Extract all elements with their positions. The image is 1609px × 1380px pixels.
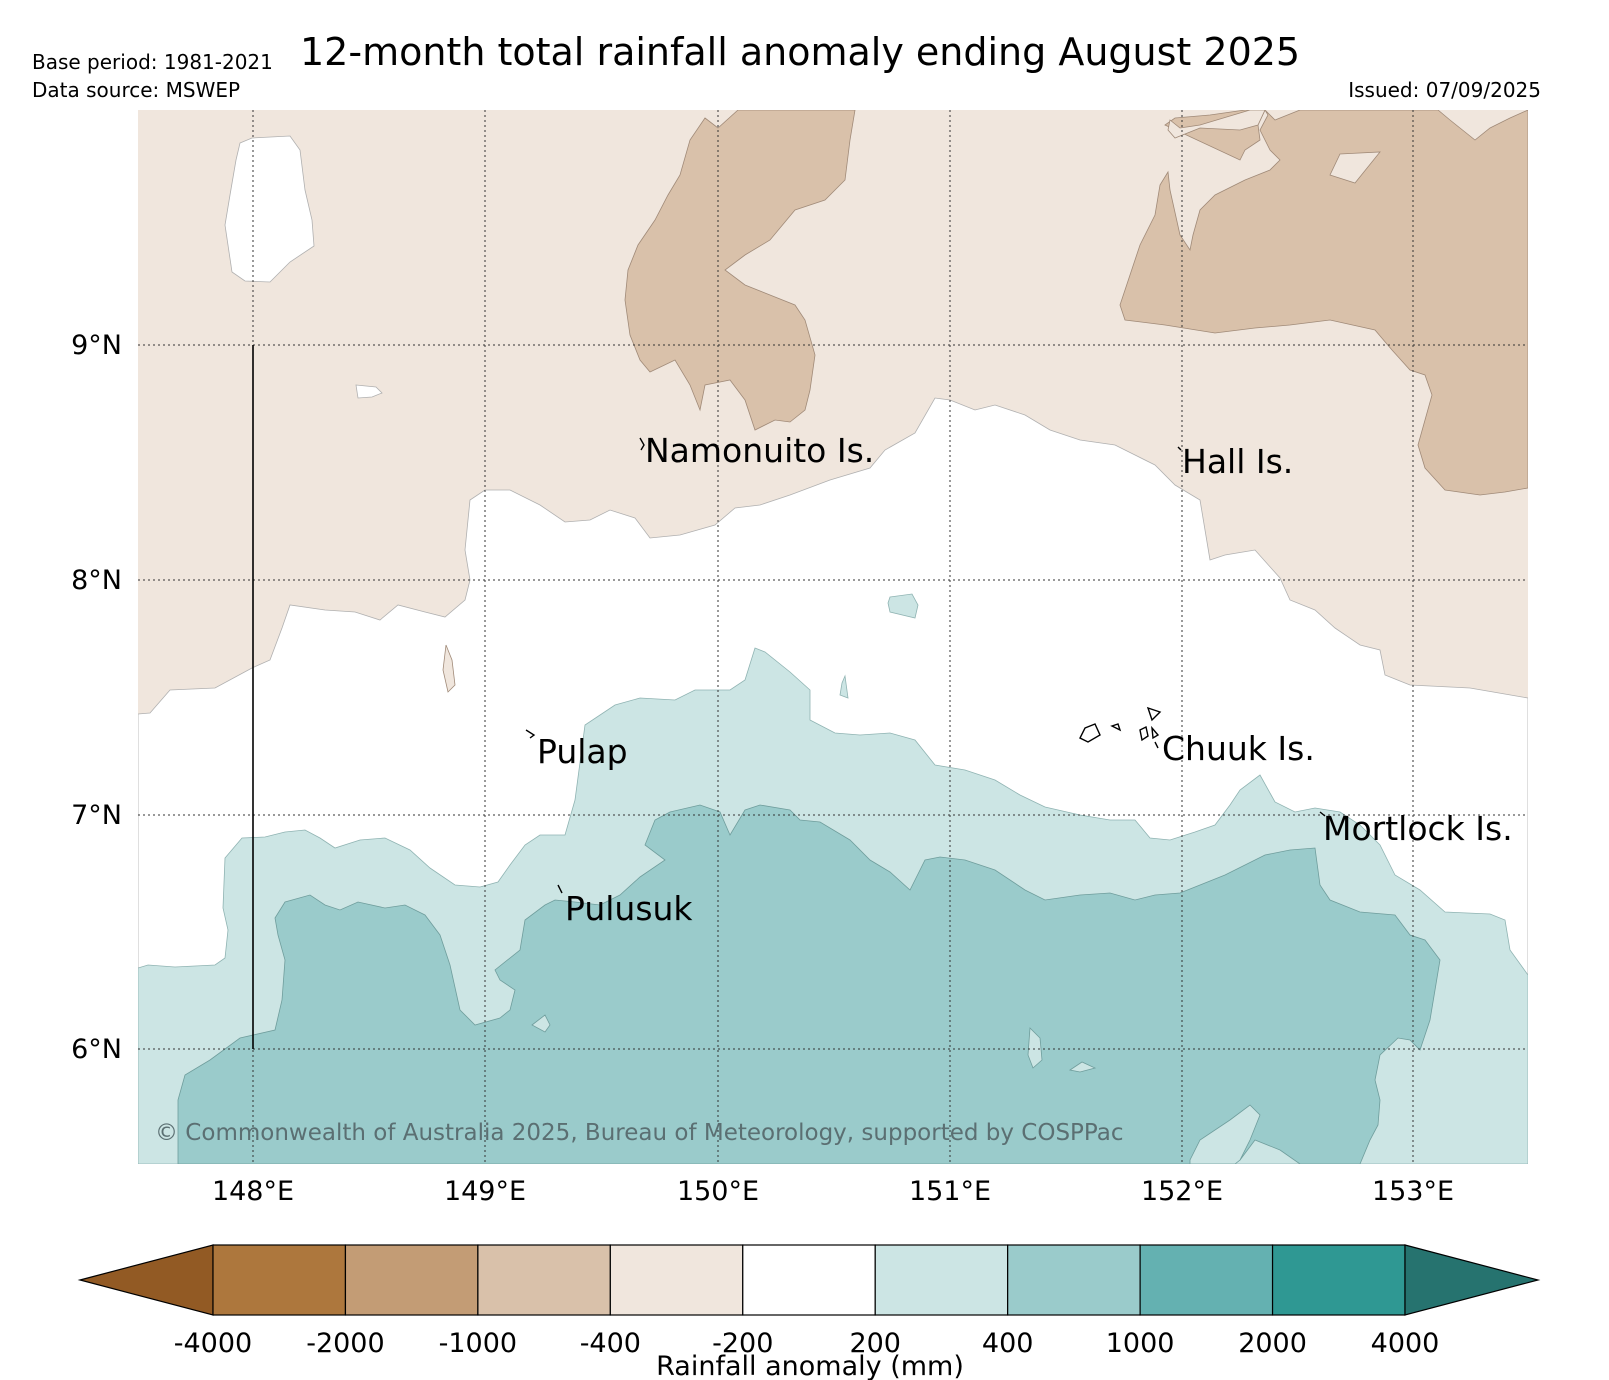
map-gridlines: [138, 110, 1528, 1164]
issued-date-label: Issued: 07/09/2025: [1348, 78, 1541, 102]
chuuk-island-shape-4: [1139, 725, 1149, 742]
colorbar-tick-label: 2000: [1238, 1328, 1307, 1359]
pulusuk-island-shape: [557, 884, 563, 894]
colorbar-tick-label: -4000: [174, 1328, 252, 1359]
region-well-above-normal: [177, 804, 1441, 1164]
region-below-normal-sliver: [442, 644, 456, 693]
colorbar-box: [1139, 1244, 1274, 1316]
region-above-normal-hole: [1189, 1104, 1261, 1164]
region-below-normal-patch: [1329, 151, 1381, 184]
colorbar-extend-low: [77, 1244, 214, 1316]
colorbar-tick-label: 4000: [1371, 1328, 1440, 1359]
map-area: [138, 110, 1528, 1164]
pulap-island-shape: [525, 729, 536, 739]
colorbar-tick-label: -200: [712, 1328, 773, 1359]
lon-label-152: 152°E: [1141, 1176, 1223, 1207]
region-below-normal-northeast: [1119, 110, 1528, 496]
colorbar-box: [1007, 1244, 1141, 1316]
place-label-pulap: Pulap: [537, 732, 628, 771]
namonuito-island-shape: [639, 437, 645, 451]
chuuk-island-shape-1: [1146, 706, 1162, 722]
lon-label-151: 151°E: [909, 1176, 991, 1207]
map-title: 12-month total rainfall anomaly ending A…: [300, 30, 1301, 74]
island-outlines: [525, 437, 1326, 894]
colorbar-tick-label: -400: [580, 1328, 641, 1359]
place-label-hall: Hall Is.: [1182, 442, 1293, 481]
colorbar-box: [477, 1244, 611, 1316]
base-period-label: Base period: 1981-2021: [32, 50, 273, 74]
lat-label-9n: 9°N: [71, 330, 122, 361]
colorbar-box: [742, 1244, 876, 1316]
place-label-chuuk: Chuuk Is.: [1162, 729, 1315, 768]
chuuk-island-shape-5: [1151, 725, 1160, 740]
lon-label-149: 149°E: [444, 1176, 526, 1207]
lat-label-6n: 6°N: [71, 1034, 122, 1065]
place-label-mortlock: Mortlock Is.: [1323, 809, 1513, 848]
data-source-label: Data source: MSWEP: [32, 78, 241, 102]
region-near-normal-blob: [355, 384, 383, 399]
lon-label-153: 153°E: [1372, 1176, 1454, 1207]
region-below-normal-patch-2: [1167, 110, 1266, 139]
region-above-normal-hole-3: [1068, 1061, 1097, 1073]
region-above-normal-hole-4: [531, 1014, 551, 1033]
colorbar-tick-label: -2000: [306, 1328, 384, 1359]
colorbar-box: [344, 1244, 479, 1316]
colorbar-title: Rainfall anomaly (mm): [656, 1351, 964, 1380]
colorbar: -4000 -2000 -1000 -400 -200 200 400 1000 2000 400…: [77, 1244, 1541, 1359]
colorbar-tick-label: -1000: [439, 1328, 517, 1359]
colorbar-tick-label: 400: [982, 1328, 1034, 1359]
colorbar-box: [1271, 1244, 1406, 1316]
colorbar-box: [212, 1244, 347, 1316]
lon-label-150: 150°E: [677, 1176, 759, 1207]
chuuk-island-shape-6: [1154, 741, 1159, 749]
colorbar-tick-label: 200: [849, 1328, 901, 1359]
region-below-normal-center: [624, 110, 856, 431]
chuuk-island-shape-2: [1079, 723, 1101, 743]
mortlock-island-shape: [1319, 811, 1326, 817]
region-above-normal-hole-2: [1027, 1027, 1043, 1069]
colorbar-box: [874, 1244, 1009, 1316]
lat-label-8n: 8°N: [71, 565, 122, 596]
colorbar-tick-label: 1000: [1106, 1328, 1175, 1359]
lat-label-7n: 7°N: [71, 800, 122, 831]
copyright-notice: © Commonwealth of Australia 2025, Bureau…: [155, 1120, 1124, 1146]
place-label-pulusuk: Pulusuk: [565, 889, 693, 928]
colorbar-box: [609, 1244, 744, 1316]
region-above-normal-blob-2: [839, 674, 849, 699]
region-near-normal-island: [224, 135, 315, 283]
colorbar-extend-high: [1404, 1244, 1541, 1316]
hall-island-shape: [1177, 446, 1182, 451]
place-label-namonuito: Namonuito Is.: [645, 431, 874, 470]
lon-label-148: 148°E: [212, 1176, 294, 1207]
chuuk-island-shape-3: [1110, 723, 1122, 732]
region-above-normal-blob: [887, 593, 919, 619]
